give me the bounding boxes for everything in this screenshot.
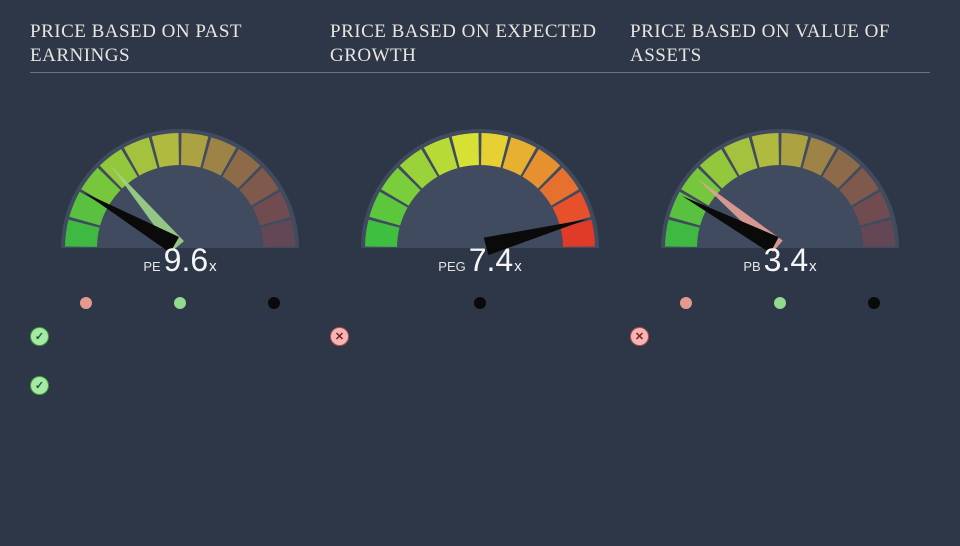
legend-dot: [774, 297, 786, 309]
gauge-pb: PB 3.4 x: [630, 113, 930, 313]
badge-col-2: ✕: [630, 327, 930, 425]
metric-name: PEG: [438, 259, 465, 274]
legend-dots: [80, 297, 280, 309]
legend-dots: [680, 297, 880, 309]
panel-title: PRICE BASED ON PAST EARNINGS: [30, 20, 330, 73]
legend-dot: [80, 297, 92, 309]
metric-value: 9.6: [164, 242, 208, 279]
legend-dot: [174, 297, 186, 309]
metric-suffix: x: [809, 258, 817, 275]
legend-dot: [474, 297, 486, 309]
badges-row: ✓✓ ✕ ✕: [0, 327, 960, 425]
panels-container: PRICE BASED ON PAST EARNINGS PE 9.6 x PR…: [0, 0, 960, 313]
metric-value: 3.4: [764, 242, 808, 279]
legend-dot: [868, 297, 880, 309]
cross-badge: ✕: [630, 327, 649, 346]
gauge-pe: PE 9.6 x: [30, 113, 330, 313]
legend-dot: [680, 297, 692, 309]
gauge-peg: PEG 7.4 x: [330, 113, 630, 313]
badge-col-1: ✕: [330, 327, 630, 425]
metric-value: 7.4: [469, 242, 513, 279]
gauge-value-label: PB 3.4 x: [743, 242, 816, 279]
legend-dots: [380, 297, 580, 309]
gauge-value-label: PE 9.6 x: [143, 242, 216, 279]
metric-suffix: x: [209, 258, 217, 275]
check-badge: ✓: [30, 327, 49, 346]
metric-suffix: x: [514, 258, 522, 275]
cross-badge: ✕: [330, 327, 349, 346]
metric-name: PE: [143, 259, 160, 274]
metric-name: PB: [743, 259, 760, 274]
panel-pb: PRICE BASED ON VALUE OF ASSETS PB 3.4 x: [630, 20, 930, 313]
panel-title: PRICE BASED ON VALUE OF ASSETS: [630, 20, 930, 73]
legend-dot: [268, 297, 280, 309]
badge-col-0: ✓✓: [30, 327, 330, 425]
check-badge: ✓: [30, 376, 49, 395]
panel-title: PRICE BASED ON EXPECTED GROWTH: [330, 20, 630, 73]
gauge-value-label: PEG 7.4 x: [438, 242, 521, 279]
panel-pe: PRICE BASED ON PAST EARNINGS PE 9.6 x: [30, 20, 330, 313]
panel-peg: PRICE BASED ON EXPECTED GROWTH PEG 7.4 x: [330, 20, 630, 313]
